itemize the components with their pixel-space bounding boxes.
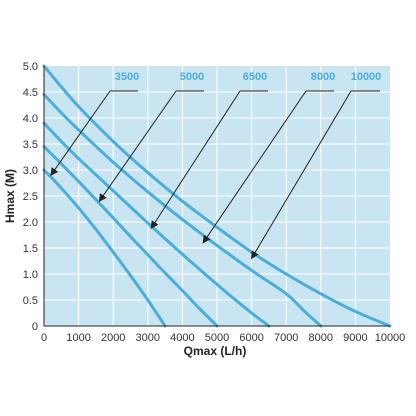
y-axis-title: Hmax (M): [3, 169, 17, 223]
x-tick-label: 7000: [274, 332, 298, 344]
x-tick-label: 4000: [170, 332, 194, 344]
x-tick-label: 9000: [343, 332, 367, 344]
x-tick-label: 6000: [239, 332, 263, 344]
series-label-3500: 3500: [115, 71, 139, 83]
x-tick-label: 3000: [136, 332, 160, 344]
y-tick-label: 4.0: [23, 113, 38, 125]
x-axis-title: Qmax (L/h): [184, 344, 247, 358]
y-tick-label: 3.0: [23, 165, 38, 177]
x-tick-label: 0: [41, 332, 47, 344]
x-tick-label: 5000: [205, 332, 229, 344]
label-arrow-10000: [251, 90, 352, 260]
axes: [43, 66, 390, 327]
series-label-10000: 10000: [351, 71, 382, 83]
y-tick-label: 2.5: [23, 191, 38, 203]
y-tick-label: 4.5: [23, 87, 38, 99]
label-arrows: [50, 90, 380, 260]
series-labels: 3500 5000 6500 8000 10000: [115, 71, 382, 83]
series-line-8000: [42, 93, 323, 328]
label-arrow-6500: [150, 90, 241, 230]
series-line-5000: [42, 145, 219, 328]
label-arrow-3500: [50, 90, 111, 177]
label-arrow-5000: [98, 90, 177, 203]
x-tick-labels: 0 1000 2000 3000 4000 5000 6000 7000 8000 9000 100…: [41, 332, 405, 344]
y-tick-label: 1.5: [23, 243, 38, 255]
x-tick-label: 2000: [101, 332, 125, 344]
series-line-3500: [42, 168, 167, 328]
y-tick-label: 0: [32, 321, 38, 333]
x-tick-label: 10000: [375, 332, 406, 344]
x-tick-label: 8000: [309, 332, 333, 344]
y-tick-label: 2.0: [23, 217, 38, 229]
series-label-5000: 5000: [180, 71, 204, 83]
y-tick-labels: 0 0.5 1.0 1.5 2.0 2.5 3.0 3.5 4.0 4.5 5.0: [23, 61, 38, 333]
y-tick-label: 3.5: [23, 139, 38, 151]
series-line-10000: [42, 64, 392, 328]
series-label-8000: 8000: [311, 71, 335, 83]
x-tick-label: 1000: [66, 332, 90, 344]
label-arrow-8000: [202, 90, 307, 244]
y-tick-label: 1.0: [23, 269, 38, 281]
y-tick-label: 5.0: [23, 61, 38, 73]
series-label-6500: 6500: [243, 71, 267, 83]
y-tick-label: 0.5: [23, 295, 38, 307]
